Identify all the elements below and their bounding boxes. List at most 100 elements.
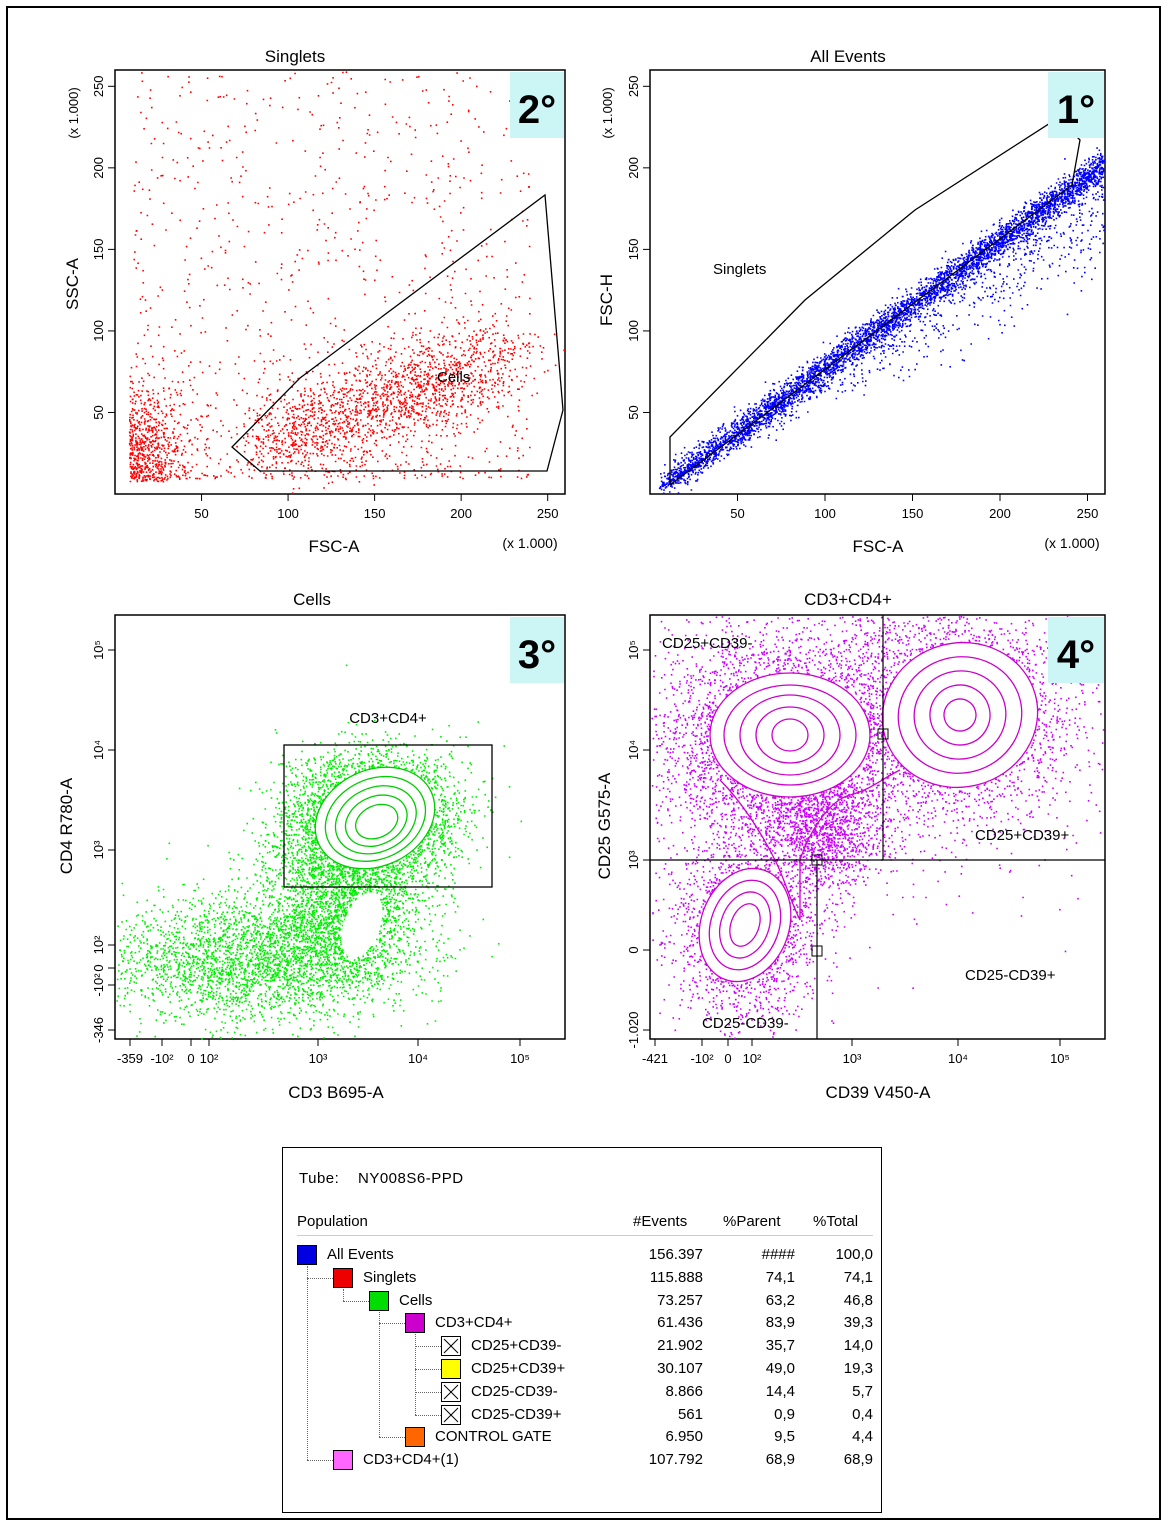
population-color-swatch[interactable] bbox=[441, 1404, 461, 1425]
point-cloud bbox=[128, 71, 565, 495]
contour-ring bbox=[897, 656, 1023, 774]
y-ticks: -346 -10² 0 10² 10³ 10⁴ 10⁵ bbox=[91, 640, 115, 1043]
y-tick-label: -346 bbox=[91, 1017, 106, 1043]
badge-bg bbox=[1048, 72, 1104, 138]
x-tick-label: 0 bbox=[724, 1051, 731, 1066]
population-events: 21.902 bbox=[657, 1337, 703, 1355]
population-name[interactable]: Singlets bbox=[363, 1268, 417, 1286]
x-tick-label: 10³ bbox=[309, 1051, 328, 1066]
x-tick-label: 10² bbox=[743, 1051, 762, 1066]
y-axis-unit: (x 1.000) bbox=[600, 87, 615, 138]
population-color-swatch[interactable] bbox=[441, 1359, 461, 1379]
x-tick-label: -421 bbox=[642, 1051, 668, 1066]
population-events: 561 bbox=[677, 1405, 703, 1423]
y-tick-label: -10² bbox=[91, 973, 106, 997]
y-tick-label: 150 bbox=[626, 239, 641, 261]
tree-connector bbox=[307, 1277, 333, 1279]
badge-label: 1° bbox=[1057, 88, 1095, 132]
y-tick-label: 250 bbox=[91, 75, 106, 97]
tube-label: Tube: bbox=[299, 1170, 340, 1187]
population-total: 4,4 bbox=[852, 1428, 873, 1446]
y-tick-label: 10⁵ bbox=[626, 640, 641, 660]
population-parent: 63,2 bbox=[765, 1291, 795, 1309]
population-color-swatch[interactable] bbox=[405, 1427, 425, 1448]
population-total: 19,3 bbox=[843, 1360, 873, 1377]
plot-title: Singlets bbox=[265, 47, 325, 66]
contour-hole bbox=[341, 892, 383, 958]
population-color-swatch[interactable] bbox=[333, 1267, 353, 1288]
population-name[interactable]: CD3+CD4+(1) bbox=[363, 1451, 459, 1469]
population-color-swatch[interactable] bbox=[333, 1450, 353, 1471]
population-name[interactable]: CD25+CD39+ bbox=[471, 1360, 566, 1377]
population-name[interactable]: CD25-CD39+ bbox=[471, 1405, 562, 1423]
population-color-swatch[interactable] bbox=[441, 1336, 461, 1357]
quadrant-handle[interactable] bbox=[877, 728, 889, 740]
contour-lines bbox=[314, 766, 436, 958]
quadrant-label: CD25+CD39+ bbox=[975, 827, 1069, 844]
scatter-points bbox=[128, 71, 565, 495]
contour-ring bbox=[324, 775, 427, 862]
contour-ring bbox=[354, 803, 399, 840]
x-tick-label: 0 bbox=[187, 1051, 194, 1066]
population-name[interactable]: CONTROL GATE bbox=[435, 1428, 552, 1446]
tree-connector bbox=[415, 1369, 441, 1370]
tree-connector bbox=[415, 1346, 441, 1348]
scatter-points bbox=[116, 664, 523, 1040]
plot-singlets: Singlets Cells 2° 50 100 150 200 250 50 100 15… bbox=[63, 47, 566, 556]
quadrant-handle[interactable] bbox=[811, 945, 823, 957]
population-color-swatch[interactable] bbox=[297, 1245, 317, 1265]
x-tick-label: 250 bbox=[537, 506, 559, 521]
gate-cells[interactable] bbox=[231, 193, 564, 472]
x-tick-label: 10⁵ bbox=[1050, 1051, 1070, 1066]
contour-ring bbox=[929, 684, 991, 746]
contour-ring bbox=[755, 706, 825, 764]
contour-ring bbox=[708, 879, 782, 971]
contour-bridge bbox=[719, 769, 901, 921]
population-color-swatch[interactable] bbox=[405, 1313, 425, 1334]
scatter-points bbox=[658, 147, 1105, 495]
badge-label: 2° bbox=[518, 88, 556, 132]
badge-bg bbox=[510, 617, 564, 683]
header-total: %Total bbox=[813, 1213, 859, 1230]
quadrant-handle[interactable] bbox=[811, 854, 823, 866]
contour-ring bbox=[314, 766, 436, 870]
population-name[interactable]: CD3+CD4+ bbox=[435, 1314, 513, 1332]
tree-connector bbox=[415, 1334, 416, 1415]
point-cloud bbox=[651, 616, 1105, 1040]
population-name[interactable]: CD25+CD39- bbox=[471, 1337, 562, 1355]
badge-label: 4° bbox=[1057, 633, 1095, 677]
contour-ring bbox=[334, 785, 417, 855]
population-name[interactable]: All Events bbox=[327, 1246, 394, 1263]
y-tick-label: 200 bbox=[626, 157, 641, 179]
plot-area bbox=[649, 69, 1106, 495]
y-tick-label: 10³ bbox=[91, 840, 106, 859]
tree-connector bbox=[379, 1311, 380, 1438]
population-color-swatch[interactable] bbox=[441, 1381, 461, 1402]
y-tick-label: 250 bbox=[626, 75, 641, 97]
quadrant-label: CD25+CD39- bbox=[662, 635, 752, 652]
gate-cd3-cd4[interactable] bbox=[283, 744, 493, 888]
x-tick-label: -10² bbox=[150, 1051, 174, 1066]
tree-connector bbox=[307, 1460, 333, 1462]
tree-connector bbox=[307, 1266, 308, 1461]
population-total: 74,1 bbox=[843, 1268, 873, 1286]
badge-label: 3° bbox=[518, 633, 556, 677]
x-tick-label: 10⁵ bbox=[510, 1051, 530, 1066]
population-events: 156.397 bbox=[648, 1246, 703, 1263]
population-total: 46,8 bbox=[843, 1291, 873, 1309]
header-parent: %Parent bbox=[723, 1213, 781, 1230]
y-tick-label: 100 bbox=[91, 320, 106, 342]
contour-lines bbox=[698, 641, 1039, 983]
population-events: 73.257 bbox=[657, 1291, 703, 1309]
gate-singlets[interactable] bbox=[669, 117, 1081, 486]
population-color-swatch[interactable] bbox=[369, 1290, 389, 1311]
population-name[interactable]: Cells bbox=[399, 1291, 433, 1309]
y-tick-label: 50 bbox=[91, 405, 106, 419]
plots-canvas: Singlets Cells 2° 50 100 150 200 250 50 100 15… bbox=[57, 47, 1106, 1102]
plot-area bbox=[114, 614, 566, 1040]
contour-ring bbox=[344, 794, 408, 847]
y-tick-label: 150 bbox=[91, 239, 106, 261]
x-ticks: -421 -10² 0 10² 10³ 10⁴ 10⁵ bbox=[642, 1039, 1070, 1066]
y-ticks: -1.020 0 10³ 10⁴ 10⁵ bbox=[626, 640, 650, 1048]
population-name[interactable]: CD25-CD39- bbox=[471, 1382, 558, 1400]
